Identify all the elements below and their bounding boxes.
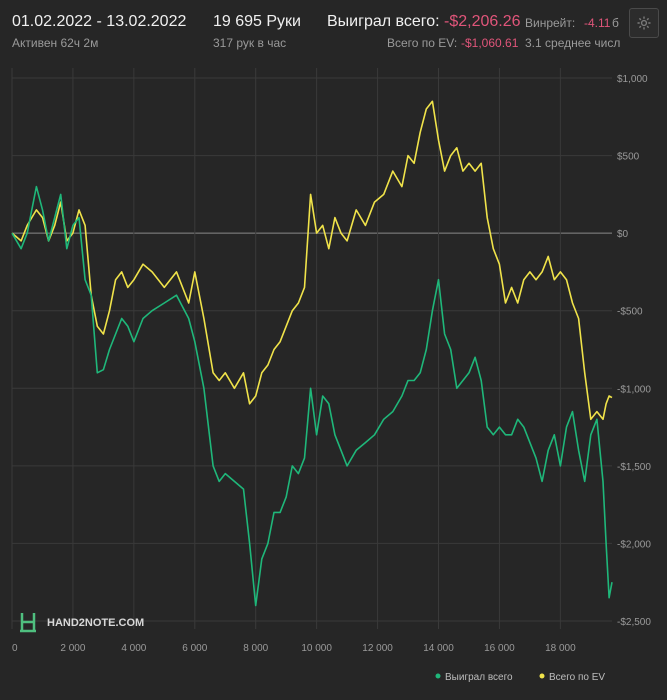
x-axis-ticks: 0 2 000 4 000 6 000 8 000 10 000 12 000 14 000 1…	[12, 643, 576, 654]
hands-count: 19 695 Руки	[213, 13, 301, 30]
x-tick-label: 0	[12, 643, 18, 654]
gear-icon	[637, 16, 651, 30]
hand2note-logo: HAND2NOTE.COM	[20, 613, 144, 633]
y-tick-label: -$2,000	[617, 539, 651, 550]
x-tick-label: 12 000	[362, 643, 393, 654]
logo-text: HAND2NOTE.COM	[47, 617, 144, 629]
legend-marker	[435, 673, 441, 679]
date-range[interactable]: 01.02.2022 - 13.02.2022	[12, 13, 187, 30]
active-time: Активен 62ч 2м	[12, 36, 99, 50]
series-line	[11, 185, 613, 607]
x-tick-label: 6 000	[182, 643, 207, 654]
winrate-value: -4.11	[584, 16, 611, 30]
legend-item[interactable]: Всего по EV	[549, 672, 605, 683]
legend: Выиграл всего Всего по EV	[435, 672, 605, 683]
legend-marker	[539, 673, 545, 679]
y-tick-label: -$2,500	[617, 617, 651, 628]
won-total-value: -$2,206.26	[444, 13, 521, 30]
x-tick-label: 4 000	[121, 643, 146, 654]
x-tick-label: 2 000	[60, 643, 85, 654]
x-tick-label: 16 000	[484, 643, 515, 654]
settings-button[interactable]	[629, 8, 659, 38]
legend-item[interactable]: Выиграл всего	[445, 672, 513, 683]
x-tick-label: 18 000	[545, 643, 576, 654]
stats-header: 01.02.2022 - 13.02.2022 Активен 62ч 2м 1…	[0, 0, 667, 56]
y-tick-label: $500	[617, 152, 640, 163]
y-tick-label: -$1,500	[617, 462, 651, 473]
y-tick-label: $0	[617, 229, 629, 240]
y-tick-label: $1,000	[617, 74, 648, 85]
ev-total-value: -$1,060.61	[461, 36, 519, 50]
series-lines	[11, 100, 613, 607]
won-total-label: Выиграл всего:	[327, 13, 440, 30]
grid	[11, 68, 612, 629]
y-tick-label: -$1,000	[617, 384, 651, 395]
x-tick-label: 8 000	[243, 643, 268, 654]
y-axis-ticks: $1,000 $500 $0 -$500 -$1,000 -$1,500 -$2,000 -$…	[617, 74, 651, 628]
hands-rate: 317 рук в час	[213, 36, 287, 50]
winrate-label: Винрейт:	[525, 16, 576, 30]
x-tick-label: 14 000	[423, 643, 454, 654]
y-tick-label: -$500	[617, 307, 643, 318]
winrate-unit: б	[612, 16, 619, 30]
hand2note-logo-icon	[20, 613, 36, 633]
x-tick-label: 10 000	[301, 643, 332, 654]
results-chart: $1,000 $500 $0 -$500 -$1,000 -$1,500 -$2,000 -$…	[11, 68, 651, 683]
series-line	[11, 100, 613, 421]
average-text: 3.1 среднее числ	[525, 36, 620, 50]
ev-total-label: Всего по EV:	[387, 36, 458, 50]
